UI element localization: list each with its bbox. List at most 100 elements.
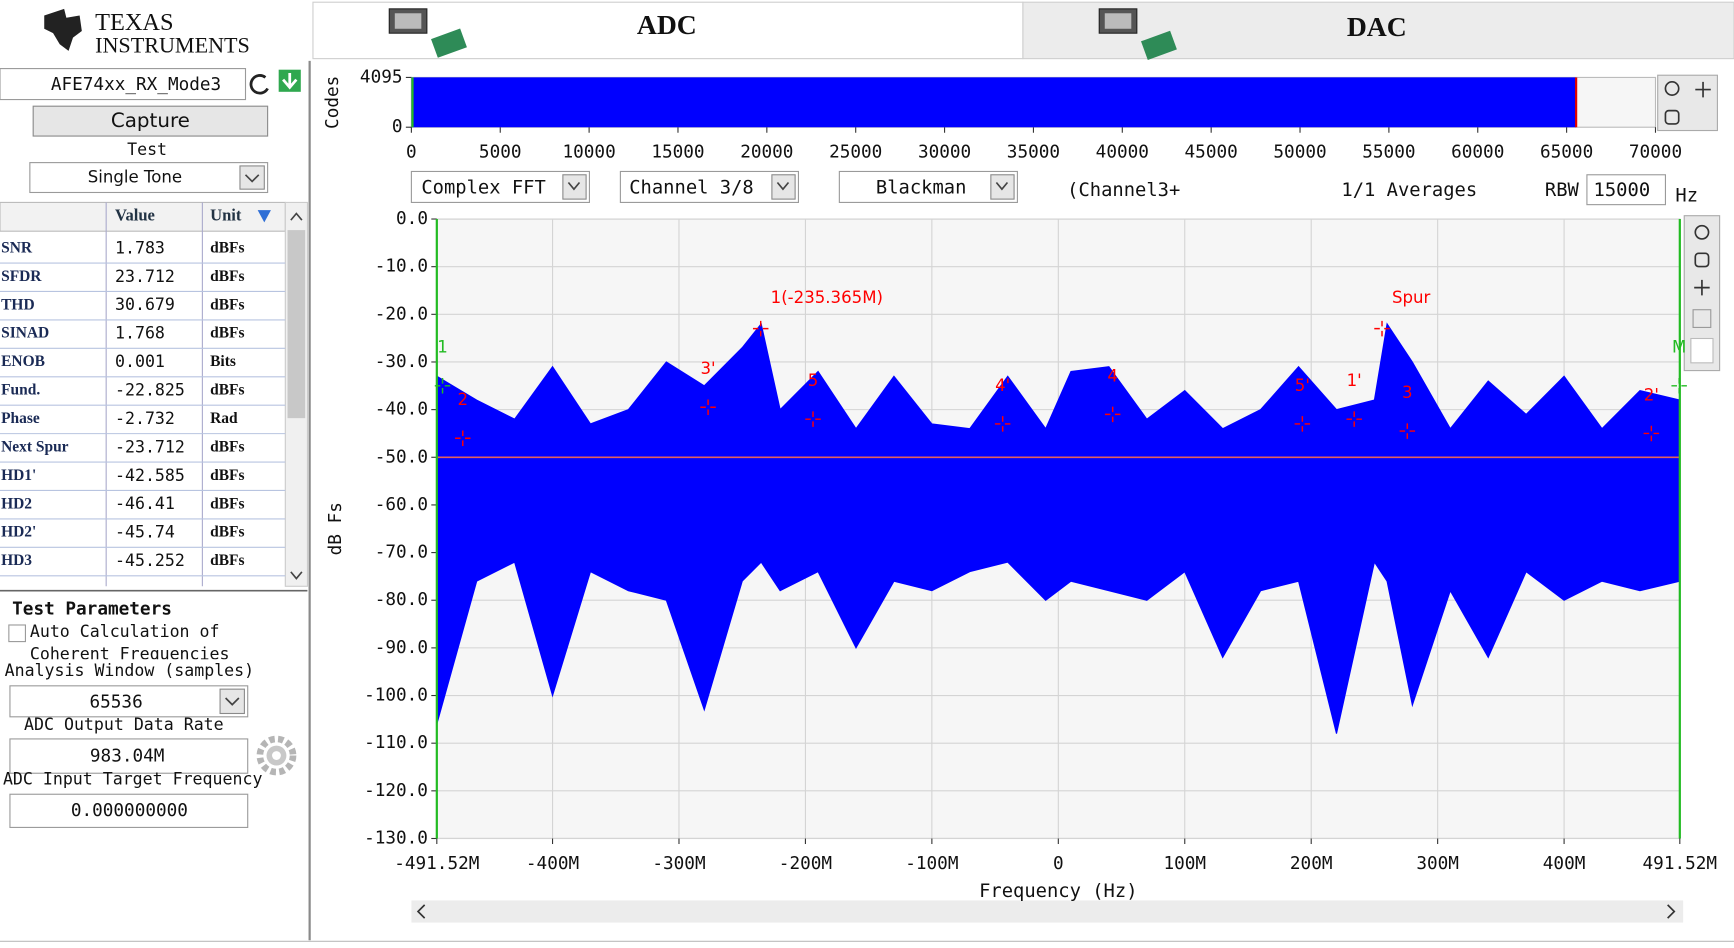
fft-mode-select[interactable] (410, 170, 590, 203)
y-tick-label: -60.0 (375, 495, 428, 515)
tool[interactable] (1690, 337, 1714, 364)
marker-cross (1399, 423, 1416, 439)
row-unit: dBFs (210, 325, 244, 342)
marker-cross (752, 320, 769, 337)
dropdown-button[interactable] (771, 174, 796, 200)
pan-tool[interactable] (1694, 252, 1710, 268)
zoom-tool[interactable] (1694, 224, 1710, 240)
test-label: Test (127, 140, 167, 159)
tab[interactable] (1022, 1, 1734, 60)
row-name: THD (1, 296, 35, 313)
settings-icon[interactable] (256, 735, 297, 776)
sort-icon[interactable] (257, 210, 271, 223)
graph-toolbar (1657, 74, 1721, 372)
marker-label: 3' (701, 359, 716, 378)
marker-cross (994, 416, 1011, 432)
horizontal-scrollbar[interactable] (411, 900, 1684, 923)
field-value: 65536 (89, 692, 142, 712)
rbw-value: 15000 (1594, 180, 1651, 201)
clip: Coherent Frequencies (30, 644, 230, 663)
tab-icon (388, 8, 1177, 61)
dropdown-button[interactable] (562, 174, 587, 200)
row-unit: dBFs (210, 467, 244, 484)
x-tick-label: -491.52M (394, 854, 479, 874)
pan-tool[interactable] (1664, 109, 1680, 125)
marker-label: 1 (437, 338, 448, 357)
checkbox-label: Coherent Frequencies (30, 644, 230, 663)
analysis-window-select[interactable] (9, 685, 249, 718)
y-tick-label: -130.0 (364, 828, 428, 848)
rbw-input[interactable] (1586, 174, 1666, 206)
marker-label: M (1672, 338, 1686, 357)
y-tick-label: -50.0 (375, 447, 428, 467)
dropdown-arrow (244, 174, 260, 183)
test-select[interactable] (29, 162, 269, 194)
zoom-tool[interactable] (1664, 81, 1680, 96)
target-frequency-input[interactable] (9, 793, 249, 828)
marker-label: Spur (1392, 288, 1431, 307)
row-value: 30.679 (115, 295, 175, 314)
cursor-tool[interactable] (1695, 81, 1711, 98)
x-tick-label: 15000 (651, 143, 704, 163)
data-rate-input[interactable] (9, 738, 249, 774)
x-tick-label: 40000 (1096, 143, 1149, 163)
window-select[interactable] (838, 170, 1018, 203)
checkbox[interactable] (8, 624, 26, 643)
tab-label[interactable]: ADC (637, 9, 697, 40)
y-tick-label: 0.0 (396, 209, 428, 229)
y-tick-label: -120.0 (364, 781, 428, 801)
tab-label[interactable]: DAC (1347, 11, 1407, 42)
row-unit: Bits (210, 353, 236, 370)
row-value: 1.783 (115, 238, 165, 257)
logo-text: INSTRUMENTS (95, 33, 250, 58)
marker-label: 2 (457, 390, 468, 409)
y-tick-label: -80.0 (375, 590, 428, 610)
y-tick-label: -10.0 (375, 257, 428, 277)
signal-area (411, 77, 1577, 128)
download-arrow (282, 73, 298, 90)
config-select[interactable] (0, 68, 247, 101)
scroll-thumb[interactable] (287, 230, 306, 419)
scroll-arrows (290, 212, 303, 580)
capture-label: Capture (111, 109, 190, 132)
x-tick-label: 200M (1290, 854, 1333, 874)
dropdown-arrow (225, 697, 240, 706)
marker-cross (434, 378, 451, 394)
x-tick-label: 45000 (1185, 143, 1238, 163)
marker-label: 4' (995, 376, 1010, 395)
field-label: ADC Input Target Frequency (3, 769, 262, 788)
tool[interactable] (1692, 309, 1712, 328)
scroll-arrows[interactable] (416, 904, 1676, 919)
x-tick-label: 100M (1163, 854, 1206, 874)
dropdown-button[interactable] (239, 165, 265, 190)
channel-select[interactable] (619, 170, 799, 203)
dropdown-arrows (567, 181, 1009, 191)
y-tick-label: -90.0 (375, 638, 428, 658)
row-value: 0.001 (115, 352, 165, 371)
select-value: Blackman (876, 178, 967, 199)
spectrum-lower (436, 456, 1681, 734)
row-name: HD3 (1, 552, 32, 569)
refresh-icon[interactable] (249, 74, 269, 95)
column-header[interactable]: Unit (210, 206, 242, 225)
x-tick-label: -200M (779, 854, 832, 874)
capture-button[interactable] (32, 105, 269, 137)
cursor-tool[interactable] (1694, 279, 1710, 296)
marker-cross (700, 399, 716, 415)
x-tick-label: 400M (1543, 854, 1586, 874)
row-unit: dBFs (210, 268, 244, 285)
x-tick-label: 30000 (918, 143, 971, 163)
y-tick-label: -100.0 (364, 686, 428, 706)
y-tick-label: -20.0 (375, 304, 428, 324)
field-label: Analysis Window (samples) (5, 661, 254, 680)
dropdown-button[interactable] (219, 688, 245, 715)
column-header[interactable]: Value (115, 206, 155, 225)
section-title: Test Parameters (12, 600, 172, 620)
row-value: -22.825 (115, 381, 185, 400)
row-value: -2.732 (115, 409, 175, 428)
x-tick-label: 10000 (562, 143, 615, 163)
marker-label: 1' (1347, 371, 1362, 390)
logo-mark (44, 8, 82, 51)
dropdown-button[interactable] (990, 174, 1015, 200)
